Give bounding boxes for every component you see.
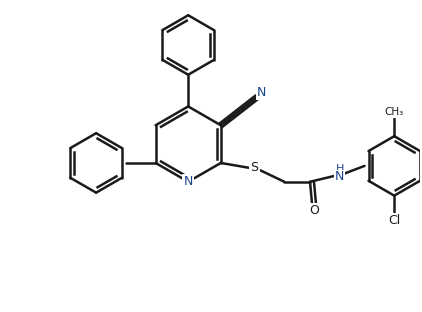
Text: O: O xyxy=(309,204,319,217)
Text: H: H xyxy=(335,164,344,174)
Text: N: N xyxy=(335,170,344,183)
Text: Cl: Cl xyxy=(388,214,400,227)
Text: S: S xyxy=(251,161,259,174)
Text: CH₃: CH₃ xyxy=(384,107,404,117)
Text: N: N xyxy=(184,175,193,188)
Text: N: N xyxy=(257,86,266,99)
